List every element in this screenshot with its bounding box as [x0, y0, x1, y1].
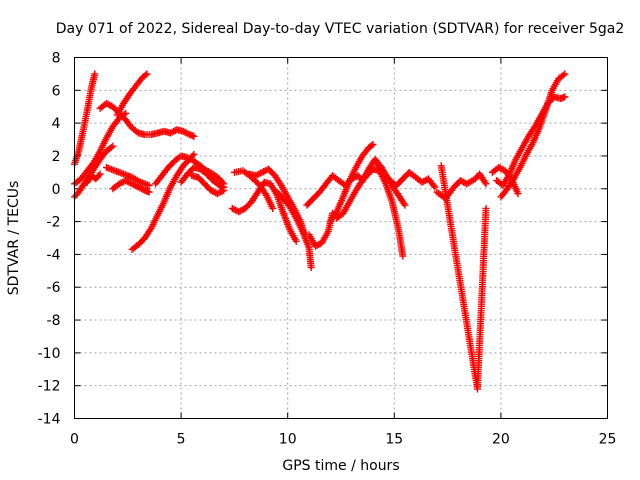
series-arc-j [152, 152, 228, 188]
data-point [231, 206, 239, 214]
data-point [220, 186, 228, 194]
data-point [145, 181, 153, 189]
data-point [559, 71, 567, 79]
data-point [292, 237, 300, 245]
series-arc-s [326, 140, 377, 226]
series-arc-x [437, 162, 490, 393]
y-tick-label: 0 [52, 182, 61, 198]
data-point [307, 264, 315, 272]
series-arc-d [113, 70, 151, 119]
x-tick-label: 10 [279, 432, 297, 448]
series-arc-p [273, 188, 315, 272]
series-arc-v [373, 160, 439, 191]
y-tick-label: 2 [52, 149, 61, 165]
data-point [91, 70, 99, 78]
x-tick-labels: 0 5 10 15 20 25 [70, 432, 616, 448]
data-point [482, 204, 490, 212]
series-arc-aa [488, 163, 522, 198]
data-point [561, 70, 569, 78]
y-tick-label: -8 [47, 313, 61, 329]
x-tick-label: 0 [70, 432, 79, 448]
series-arc-f [83, 170, 104, 186]
x-tick-label: 5 [177, 432, 186, 448]
series-arc-a [71, 70, 99, 168]
y-tick-label: -12 [38, 379, 61, 395]
series-arc-i [128, 150, 198, 253]
data-point [498, 165, 506, 173]
data-point [218, 187, 226, 195]
data-point [190, 132, 198, 140]
y-tick-label: -6 [47, 280, 61, 296]
series-arc-g [102, 163, 153, 189]
data-point [482, 180, 490, 188]
y-tick-label: -10 [38, 346, 61, 362]
chart-title: Day 071 of 2022, Sidereal Day-to-day VTE… [56, 21, 625, 37]
x-tick-label: 20 [492, 432, 510, 448]
data-point [369, 140, 377, 148]
data-points [71, 70, 569, 393]
data-point [109, 142, 117, 150]
data-point [122, 109, 130, 117]
series-arc-l [188, 172, 228, 198]
data-point [514, 190, 522, 198]
data-point [269, 204, 277, 212]
y-tick-labels: -14 -12 -10 -8 -6 -4 -2 0 2 4 6 8 [38, 51, 61, 428]
plot-frame [74, 57, 608, 419]
data-point [107, 143, 115, 151]
grid-lines [74, 57, 608, 419]
data-point [190, 150, 198, 158]
data-point [142, 71, 150, 79]
y-axis-title: SDTVAR / TECUs [6, 181, 22, 296]
x-axis-title: GPS time / hours [282, 458, 399, 474]
data-point [145, 188, 153, 196]
y-tick-label: 6 [52, 83, 61, 99]
series-arc-k [177, 163, 228, 191]
y-tick-label: 8 [52, 51, 61, 67]
series-arc-h [109, 177, 153, 196]
data-point [368, 142, 376, 150]
data-point [561, 93, 569, 101]
data-point [143, 70, 151, 78]
y-tick-label: -2 [47, 215, 61, 231]
y-tick-label: 4 [52, 116, 61, 132]
data-point [431, 183, 439, 191]
data-point [399, 252, 407, 260]
x-tick-label: 25 [599, 432, 617, 448]
data-point [96, 170, 104, 178]
y-tick-label: -14 [38, 412, 61, 428]
axis-ticks [74, 57, 608, 419]
x-tick-label: 15 [385, 432, 403, 448]
data-point [401, 201, 409, 209]
y-tick-label: -4 [47, 247, 61, 263]
data-point [170, 127, 178, 135]
